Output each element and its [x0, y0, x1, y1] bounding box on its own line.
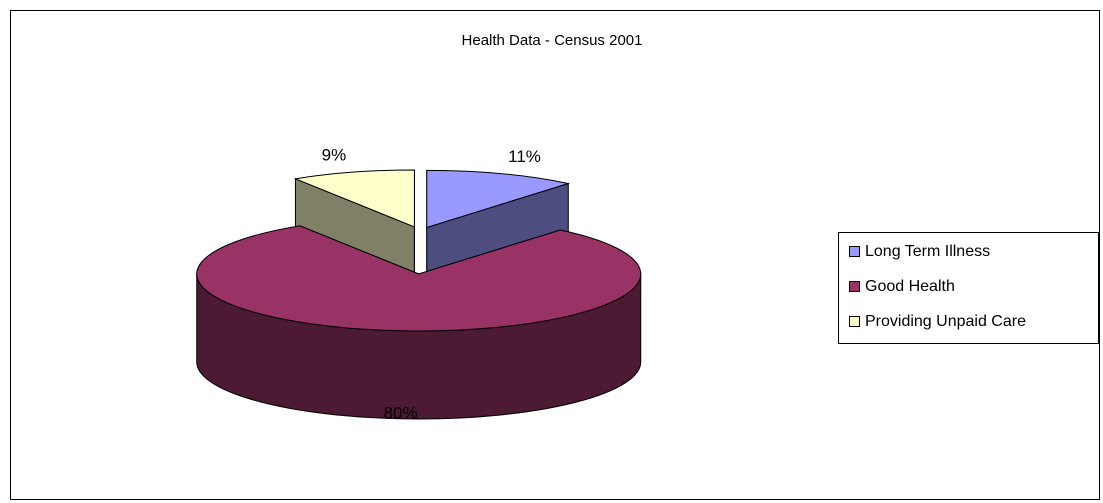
- slice-top: [293, 169, 415, 228]
- slice-top: [196, 225, 642, 332]
- data-label: 9%: [322, 145, 347, 164]
- legend-label: Long Term Illness: [865, 243, 990, 260]
- slice-top: [426, 169, 571, 229]
- legend-swatch: [849, 246, 860, 257]
- legend-box: [838, 232, 1099, 344]
- data-label: 80%: [384, 403, 418, 422]
- legend-swatch: [849, 316, 860, 327]
- legend-label: Good Health: [865, 278, 955, 295]
- pie-slice: [196, 225, 642, 420]
- chart-title: Health Data - Census 2001: [462, 32, 643, 49]
- legend-swatch: [849, 281, 860, 292]
- legend-label: Providing Unpaid Care: [865, 313, 1026, 330]
- data-label: 11%: [508, 147, 541, 166]
